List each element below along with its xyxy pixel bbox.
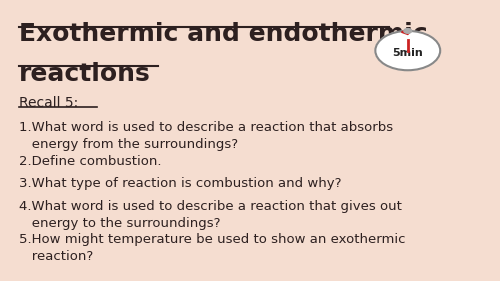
Text: Recall 5:: Recall 5:: [18, 96, 78, 110]
Text: 5min: 5min: [392, 48, 423, 58]
Circle shape: [404, 29, 411, 33]
Text: Exothermic and endothermic: Exothermic and endothermic: [18, 22, 427, 46]
Text: 5.How might temperature be used to show an exothermic
   reaction?: 5.How might temperature be used to show …: [18, 233, 405, 263]
Wedge shape: [402, 30, 411, 35]
Text: 3.What type of reaction is combustion and why?: 3.What type of reaction is combustion an…: [18, 177, 341, 190]
Text: 1.What word is used to describe a reaction that absorbs
   energy from the surro: 1.What word is used to describe a reacti…: [18, 121, 392, 151]
Text: reactions: reactions: [18, 62, 150, 86]
Text: 2.Define combustion.: 2.Define combustion.: [18, 155, 161, 167]
Text: 4.What word is used to describe a reaction that gives out
   energy to the surro: 4.What word is used to describe a reacti…: [18, 200, 402, 230]
Circle shape: [376, 31, 440, 70]
